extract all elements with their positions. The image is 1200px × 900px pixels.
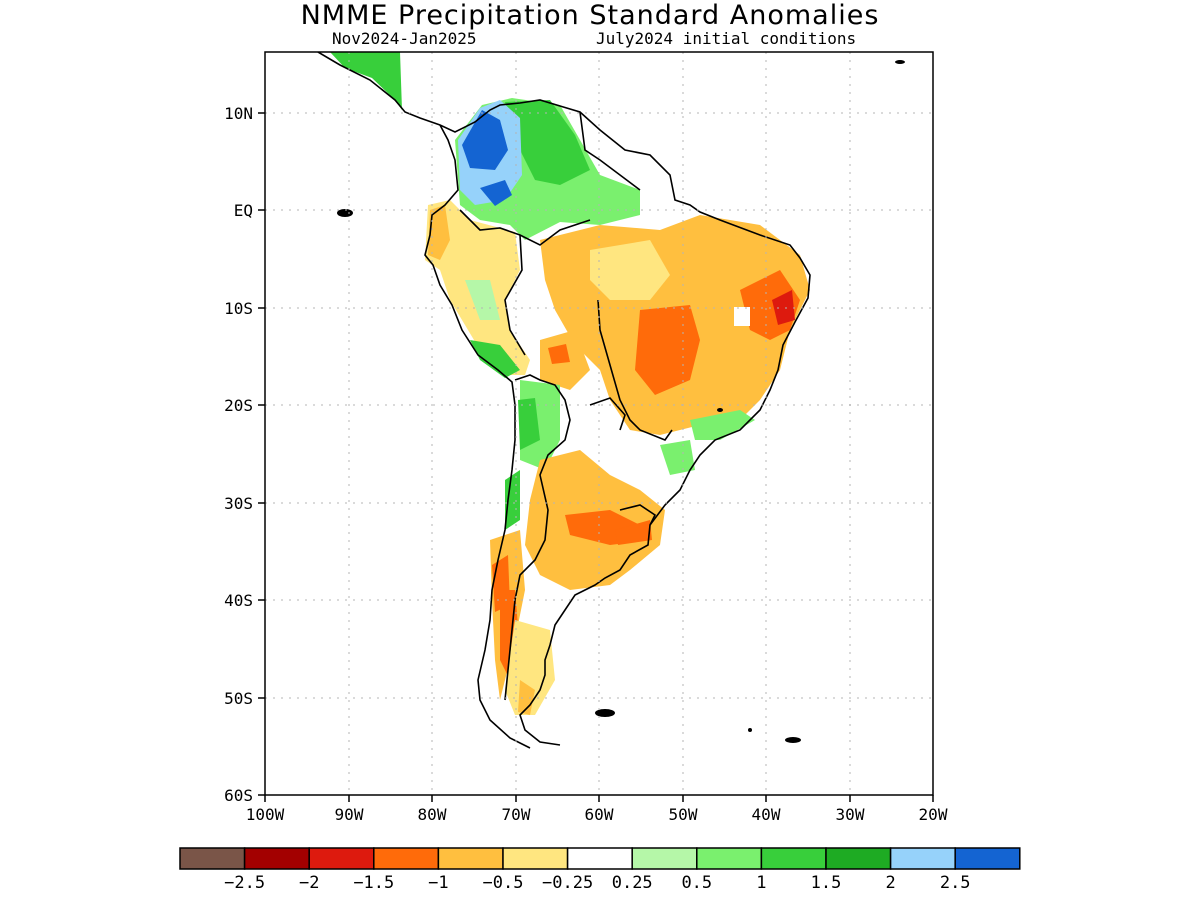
colorbar-label: 0.5	[681, 873, 712, 893]
lon-tick-label: 100W	[246, 805, 285, 824]
colorbar-label: 0.25	[612, 873, 653, 893]
colorbar-swatch	[760, 847, 827, 870]
lon-tick-label: 90W	[335, 805, 364, 824]
lat-tick-label: 40S	[224, 591, 253, 610]
colorbar: −2.5 −2 −1.5 −1 −0.5 −0.25 0.25 0.5 1 1.5 2 2.5	[179, 847, 1021, 893]
colorbar-swatch	[437, 847, 504, 870]
anomaly-shading	[330, 52, 810, 715]
lon-tick-label: 40W	[752, 805, 781, 824]
lat-tick-label: 50S	[224, 689, 253, 708]
lon-tick-label: 50W	[669, 805, 698, 824]
lat-tick-label: 10N	[224, 104, 253, 123]
colorbar-label: 2	[885, 873, 895, 893]
lon-tick-label: 20W	[919, 805, 948, 824]
lat-tick-label: EQ	[234, 201, 253, 220]
lat-tick-label: 60S	[224, 786, 253, 805]
islands	[337, 60, 905, 743]
colorbar-swatch	[954, 847, 1021, 870]
lat-tick-label: 30S	[224, 494, 253, 513]
map-frame-bg	[265, 52, 933, 795]
colorbar-label: −2.5	[224, 873, 265, 893]
colorbar-label: 1	[756, 873, 766, 893]
colorbar-label: −0.25	[542, 873, 593, 893]
colorbar-swatch	[308, 847, 375, 870]
colorbar-label: −1.5	[353, 873, 394, 893]
forecast-period: Nov2024-Jan2025	[332, 29, 477, 48]
map-title: NMME Precipitation Standard Anomalies	[300, 0, 880, 31]
lon-tick-label: 70W	[502, 805, 531, 824]
lon-tick-label: 30W	[836, 805, 865, 824]
colorbar-swatch	[502, 847, 569, 870]
lat-tick-label: 10S	[224, 299, 253, 318]
initial-conditions: July2024 initial conditions	[596, 29, 857, 48]
colorbar-label: 1.5	[811, 873, 842, 893]
lon-tick-label: 60W	[585, 805, 614, 824]
colorbar-label: −1	[428, 873, 448, 893]
colorbar-label: −0.5	[483, 873, 524, 893]
coastlines	[317, 52, 811, 749]
colorbar-swatch	[179, 847, 246, 870]
lon-tick-label: 80W	[418, 805, 447, 824]
colorbar-swatch	[631, 847, 698, 870]
colorbar-label: −2	[299, 873, 319, 893]
colorbar-swatch	[243, 847, 310, 870]
colorbar-swatch	[566, 847, 633, 870]
colorbar-label: 2.5	[940, 873, 971, 893]
colorbar-swatch	[889, 847, 956, 870]
colorbar-swatch	[696, 847, 763, 870]
lat-tick-label: 20S	[224, 396, 253, 415]
colorbar-swatch	[373, 847, 440, 870]
colorbar-swatch	[825, 847, 892, 870]
